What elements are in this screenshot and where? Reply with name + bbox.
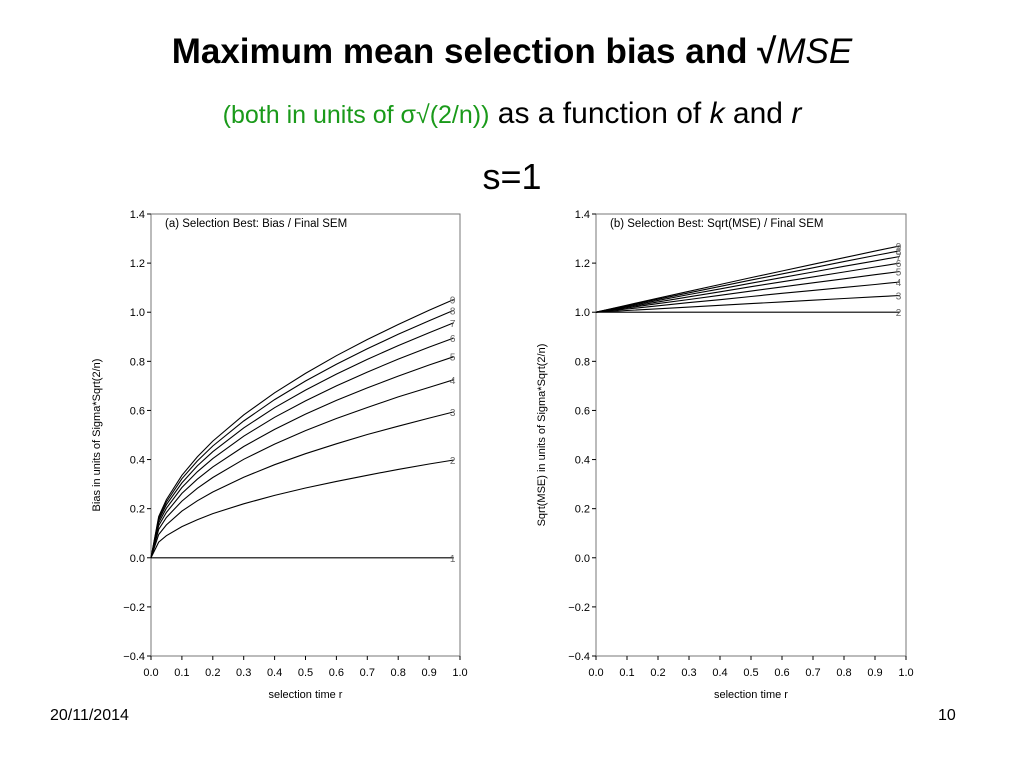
y-axis-label: Sqrt(MSE) in units of Sigma*Sqrt(2/n) <box>536 344 548 527</box>
series-line-2 <box>150 459 454 559</box>
y-tick-label: 0.2 <box>130 504 145 516</box>
x-tick-label: 0.7 <box>805 667 820 679</box>
x-tick-label: 0.5 <box>298 667 313 679</box>
subtitle-k: k <box>709 97 725 130</box>
series-label-6: 6 <box>896 259 902 270</box>
y-tick-label: 0.8 <box>130 356 145 368</box>
series-line-6 <box>150 337 454 558</box>
series-label-7: 7 <box>450 319 456 330</box>
subtitle-r: r <box>791 97 802 130</box>
slide-title-mse: MSE <box>776 32 853 71</box>
y-tick-label: 0.0 <box>575 553 590 565</box>
series-label-2: 2 <box>450 456 456 467</box>
y-tick-label: −0.4 <box>568 651 590 663</box>
y-tick-label: 0.8 <box>575 356 590 368</box>
series-label-1: 1 <box>450 554 456 565</box>
footer-date: 20/11/2014 <box>50 707 129 724</box>
chart-panel-a: −0.4 −0.2 0.0 0.2 0.4 0.6 0.8 1.0 1.2 1.4 0.0 0.1 0.… <box>91 209 468 701</box>
series-label-3: 3 <box>896 292 902 303</box>
y-axis-label: Bias in units of Sigma*Sqrt(2/n) <box>91 359 103 512</box>
x-tick-label: 1.0 <box>898 667 913 679</box>
series-label-5: 5 <box>450 353 456 364</box>
subtitle-as: as a function of <box>489 97 710 130</box>
x-tick-label: 0.7 <box>360 667 375 679</box>
y-tick-label: −0.2 <box>123 602 145 614</box>
x-tick-label: 0.4 <box>267 667 282 679</box>
chart-title: (a) Selection Best: Bias / Final SEM <box>165 218 347 230</box>
chart-title: (b) Selection Best: Sqrt(MSE) / Final SE… <box>610 218 823 230</box>
slide-title: Maximum mean selection bias and √MSE <box>0 30 1024 74</box>
y-tick-label: −0.2 <box>568 602 590 614</box>
series-line-6 <box>595 262 900 313</box>
y-tick-label: 0.6 <box>575 405 590 417</box>
x-tick-label: 0.6 <box>329 667 344 679</box>
x-tick-label: 0.2 <box>205 667 220 679</box>
y-tick-label: 1.4 <box>575 209 590 221</box>
y-tick-label: 0.4 <box>575 455 590 467</box>
series-line-8 <box>150 309 455 558</box>
y-tick-label: 1.0 <box>130 307 145 319</box>
series-line-5 <box>150 356 454 558</box>
x-axis-label: selection time r <box>714 689 788 701</box>
x-axis-label: selection time r <box>269 689 343 701</box>
y-tick-label: 0.0 <box>130 553 145 565</box>
x-tick-label: 0.0 <box>143 667 158 679</box>
subtitle-units: (both in units of σ√(2/n)) <box>222 101 490 129</box>
subtitle-and: and <box>724 97 792 130</box>
series-line-4 <box>595 281 900 313</box>
series-label-6: 6 <box>450 334 456 345</box>
series-label-4: 4 <box>450 376 456 387</box>
x-tick-label: 0.3 <box>681 667 696 679</box>
series-label-9: 9 <box>896 242 902 253</box>
series-line-5 <box>595 270 900 313</box>
y-tick-label: 1.4 <box>130 209 145 221</box>
series-line-9 <box>595 245 900 313</box>
slide-subtitle: (both in units of σ√(2/n)) as a function… <box>0 92 1024 137</box>
x-tick-label: 0.8 <box>836 667 851 679</box>
plot-frame-a <box>150 213 461 657</box>
series-label-2: 2 <box>896 308 902 319</box>
x-tick-label: 0.3 <box>236 667 251 679</box>
series-line-8 <box>595 250 900 313</box>
x-tick-label: 0.6 <box>774 667 789 679</box>
y-tick-label: 0.2 <box>575 504 590 516</box>
y-tick-label: 1.2 <box>575 258 590 270</box>
series-label-8: 8 <box>450 306 456 317</box>
slide-title-bold: Maximum mean selection bias and √ <box>171 32 777 71</box>
x-tick-label: 0.4 <box>712 667 727 679</box>
footer-page-number: 10 <box>938 707 956 724</box>
series-label-9: 9 <box>450 295 456 306</box>
chart-panel-b: −0.4 −0.2 0.0 0.2 0.4 0.6 0.8 1.0 1.2 1.4 0.0 0.1 0.… <box>536 209 914 701</box>
series-line-3 <box>595 294 900 313</box>
x-tick-label: 0.8 <box>391 667 406 679</box>
series-line-7 <box>150 322 455 558</box>
series-label-5: 5 <box>896 267 902 278</box>
series-label-3: 3 <box>450 408 456 419</box>
series-line-9 <box>150 298 455 558</box>
series-label-4: 4 <box>896 278 902 289</box>
x-tick-label: 1.0 <box>452 667 467 679</box>
y-tick-label: 1.2 <box>130 258 145 270</box>
series-line-7 <box>595 255 900 313</box>
y-tick-label: 1.0 <box>575 307 590 319</box>
series-label-7: 7 <box>896 252 902 263</box>
y-tick-label: 0.4 <box>130 455 145 467</box>
series-line-4 <box>150 379 454 558</box>
x-tick-label: 0.9 <box>867 667 882 679</box>
x-tick-label: 0.0 <box>588 667 603 679</box>
x-tick-label: 0.9 <box>421 667 436 679</box>
series-line-3 <box>150 411 454 558</box>
y-tick-label: 0.6 <box>130 405 145 417</box>
series-label-8: 8 <box>896 247 902 258</box>
y-tick-label: −0.4 <box>123 651 145 663</box>
x-tick-label: 0.1 <box>174 667 189 679</box>
x-tick-label: 0.2 <box>650 667 665 679</box>
subtitle-s-value: s=1 <box>482 156 542 197</box>
x-tick-label: 0.1 <box>619 667 634 679</box>
x-tick-label: 0.5 <box>743 667 758 679</box>
